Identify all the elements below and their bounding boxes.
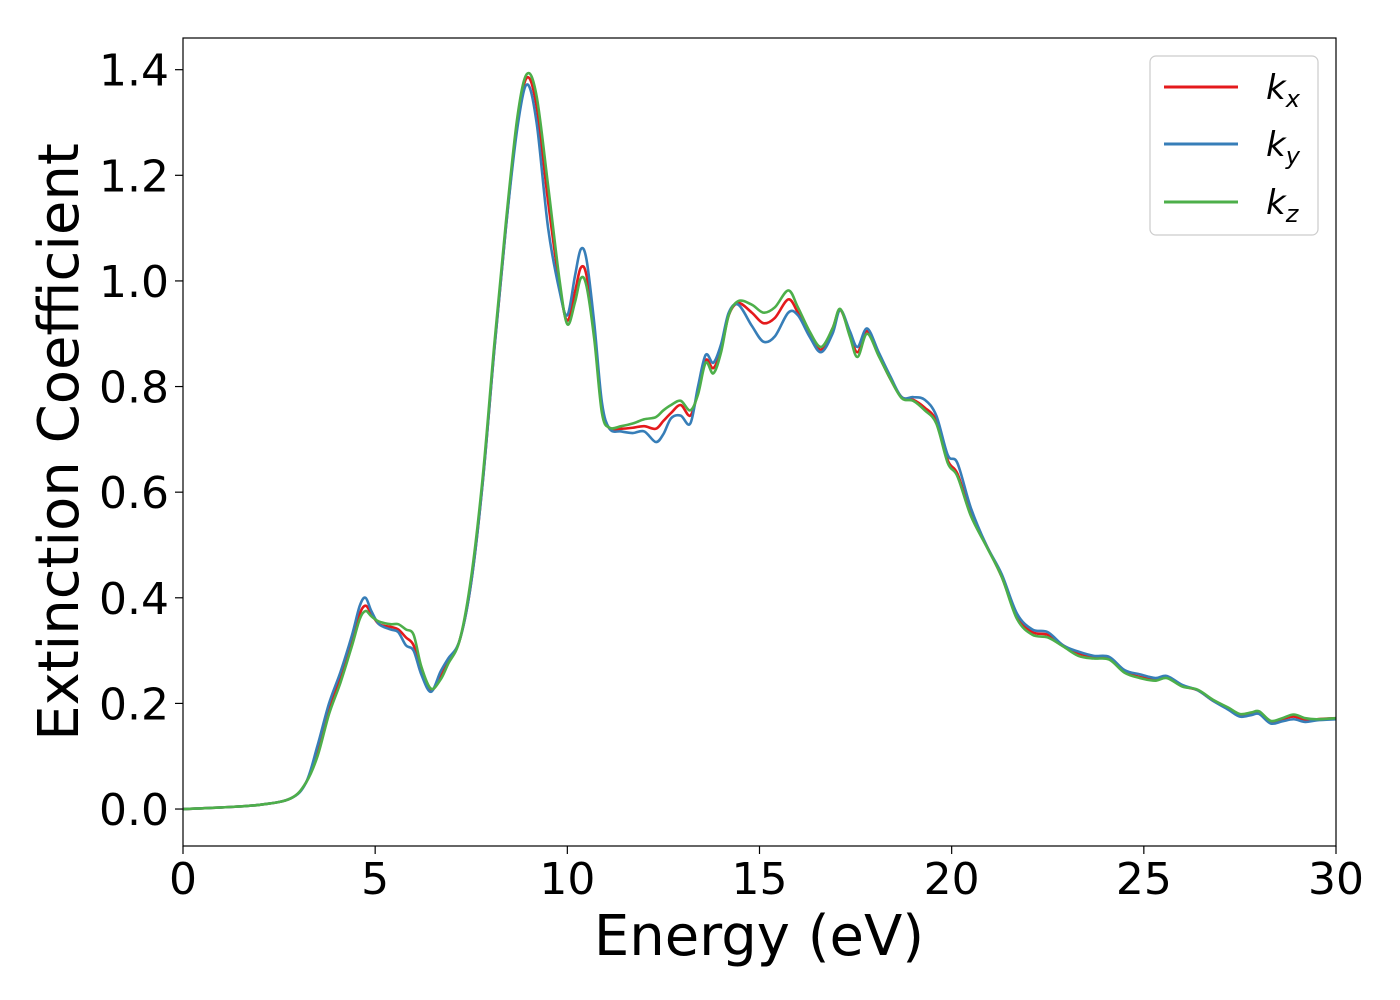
y-tick-label: 0.6 — [99, 468, 169, 519]
y-axis: 0.0 0.2 0.4 0.6 0.8 1.0 1.2 1.4 — [99, 46, 183, 836]
x-axis-title: Energy (eV) — [594, 904, 924, 969]
legend-label-kx: kx — [1266, 68, 1301, 113]
x-tick-label: 0 — [169, 854, 197, 905]
x-tick-label: 5 — [361, 854, 389, 905]
y-tick-label: 1.2 — [99, 151, 169, 202]
x-tick-label: 25 — [1116, 854, 1172, 905]
legend-label-ky: ky — [1266, 125, 1301, 170]
y-tick-label: 0.0 — [99, 785, 169, 836]
x-tick-label: 20 — [924, 854, 980, 905]
y-tick-label: 1.4 — [99, 46, 169, 97]
series-line-ky — [183, 83, 1336, 811]
series-layer — [183, 71, 1336, 811]
legend: kx ky kz — [1149, 55, 1319, 236]
series-line-kz — [183, 71, 1336, 811]
y-tick-label: 0.2 — [99, 679, 169, 730]
x-tick-label: 15 — [732, 854, 788, 905]
legend-label-kz: kz — [1266, 183, 1300, 228]
y-axis-title: Extinction Coefficient — [27, 143, 92, 741]
y-tick-label: 0.4 — [99, 574, 169, 625]
y-tick-label: 0.8 — [99, 363, 169, 414]
x-axis: 0 5 10 15 20 25 30 — [169, 846, 1364, 905]
x-tick-label: 30 — [1308, 854, 1364, 905]
x-tick-label: 10 — [539, 854, 595, 905]
y-tick-label: 1.0 — [99, 257, 169, 308]
